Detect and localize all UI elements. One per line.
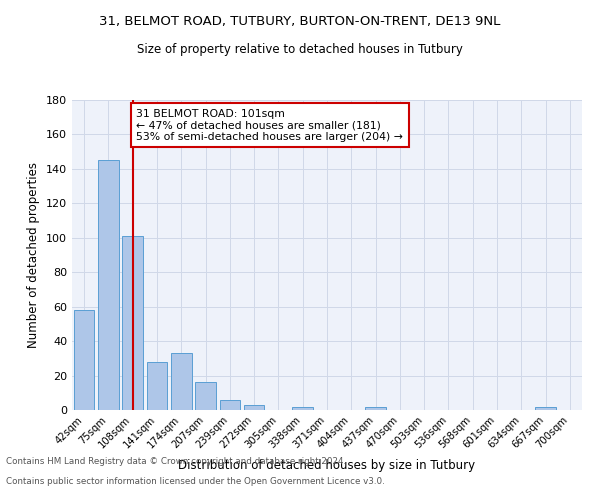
Bar [74,310,94,410]
Bar [146,362,167,410]
Bar [122,236,143,410]
Text: Size of property relative to detached houses in Tutbury: Size of property relative to detached ho… [137,42,463,56]
Text: Contains public sector information licensed under the Open Government Licence v3: Contains public sector information licen… [6,478,385,486]
Bar [535,406,556,410]
Bar [365,406,386,410]
Bar [244,405,265,410]
Text: Contains HM Land Registry data © Crown copyright and database right 2024.: Contains HM Land Registry data © Crown c… [6,458,346,466]
Bar [292,406,313,410]
Bar [98,160,119,410]
X-axis label: Distribution of detached houses by size in Tutbury: Distribution of detached houses by size … [178,459,476,472]
Text: 31, BELMOT ROAD, TUTBURY, BURTON-ON-TRENT, DE13 9NL: 31, BELMOT ROAD, TUTBURY, BURTON-ON-TREN… [100,15,500,28]
Bar [171,353,191,410]
Text: 31 BELMOT ROAD: 101sqm
← 47% of detached houses are smaller (181)
53% of semi-de: 31 BELMOT ROAD: 101sqm ← 47% of detached… [136,108,403,142]
Bar [195,382,216,410]
Y-axis label: Number of detached properties: Number of detached properties [28,162,40,348]
Bar [220,400,240,410]
